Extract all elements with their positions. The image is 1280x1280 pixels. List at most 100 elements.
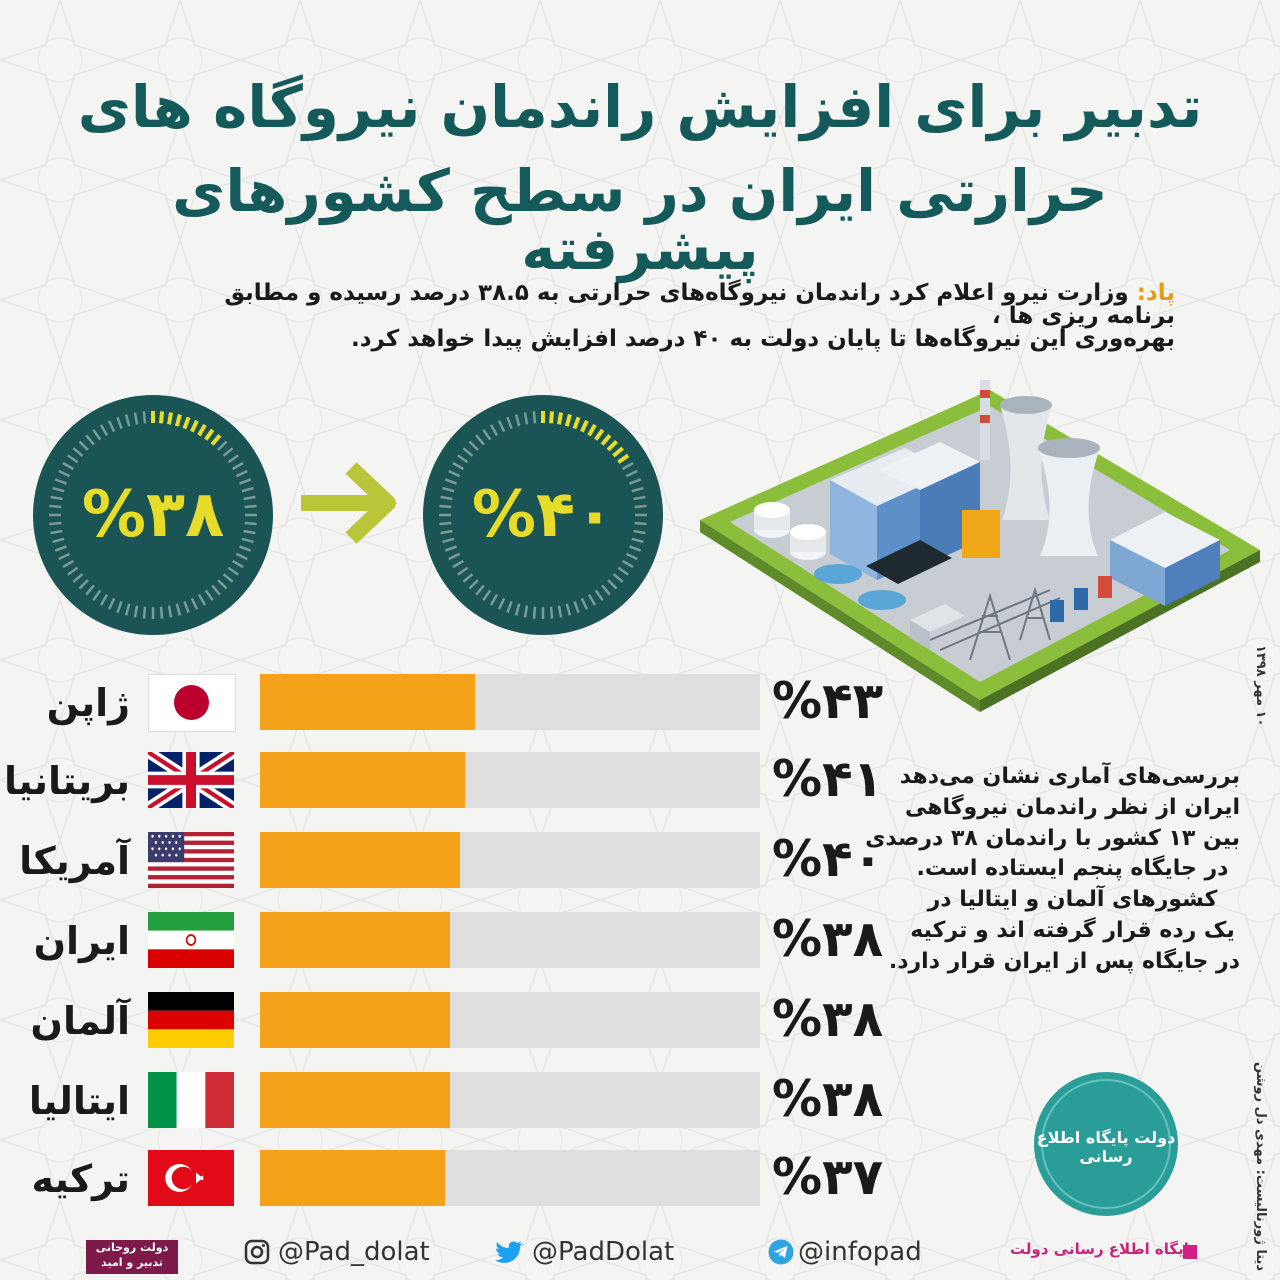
category-label: بریتانیا bbox=[3, 759, 130, 803]
gauge-tick bbox=[631, 537, 644, 544]
japan-flag bbox=[148, 674, 236, 732]
gauge-tick bbox=[67, 566, 79, 576]
gauge-tick bbox=[442, 537, 455, 544]
gauge-tick bbox=[217, 440, 228, 451]
iran-flag bbox=[148, 912, 234, 968]
gauge-tick bbox=[244, 521, 257, 526]
gauge-tick bbox=[594, 428, 605, 441]
gauge-tick bbox=[580, 597, 589, 610]
gauge-tick bbox=[232, 461, 244, 471]
gauge-tick bbox=[565, 603, 572, 616]
gauge-tick bbox=[457, 454, 469, 464]
gauge-tick bbox=[175, 603, 182, 616]
gauge-tick bbox=[448, 552, 461, 561]
gauge-tick bbox=[440, 495, 453, 501]
arrow-right-icon bbox=[301, 462, 396, 544]
gauge-tick bbox=[58, 552, 71, 561]
value-label: %۴۱ bbox=[772, 750, 884, 808]
gauge-tick bbox=[633, 495, 646, 501]
gauge-tick bbox=[49, 504, 62, 509]
gauge-tick bbox=[159, 411, 165, 424]
category-label: ترکیه bbox=[31, 1157, 130, 1201]
gauge-tick bbox=[58, 469, 71, 478]
gauge-tick bbox=[239, 545, 252, 552]
bar-4 bbox=[260, 992, 450, 1048]
gauge-tick bbox=[625, 552, 638, 561]
gauge-tick bbox=[440, 529, 453, 535]
gauge-tick bbox=[475, 434, 485, 446]
gauge-tick bbox=[633, 529, 646, 535]
gauge-tick bbox=[444, 545, 457, 552]
bar-3 bbox=[260, 912, 450, 968]
gauge-tick bbox=[631, 486, 644, 493]
category-label: ژاپن bbox=[46, 681, 130, 725]
side-note-line: کشورهای آلمان و ایتالیا در bbox=[927, 887, 1218, 913]
gauge-tick bbox=[183, 601, 190, 614]
instagram-handle[interactable]: @Pad_dolat bbox=[278, 1237, 430, 1267]
gauge-tick bbox=[439, 521, 452, 526]
gauge-tick bbox=[622, 461, 634, 471]
gauge-disc bbox=[33, 395, 273, 635]
gauge-tick bbox=[241, 537, 254, 544]
germany-flag bbox=[148, 992, 234, 1048]
telegram-handle[interactable]: @infopad bbox=[798, 1237, 922, 1267]
date-text: ۱۰ مهر ۱۳۹۸ bbox=[1253, 645, 1268, 727]
value-label: %۳۸ bbox=[772, 990, 884, 1048]
turkey-flag bbox=[148, 1150, 234, 1206]
gauge-tick bbox=[442, 486, 455, 493]
gauge-tick bbox=[99, 424, 109, 436]
logo-text: دولت پایگاه اطلاع رسانی bbox=[1036, 1128, 1176, 1166]
gauge-tick bbox=[241, 486, 254, 493]
value-label: %۳۷ bbox=[772, 1148, 884, 1206]
power-plant-illustration bbox=[700, 380, 1260, 712]
value-label: %۴۳ bbox=[772, 672, 884, 730]
value-label: %۳۸ bbox=[772, 1070, 884, 1128]
gauge-tick bbox=[549, 606, 554, 619]
gauge-tick bbox=[506, 416, 513, 429]
gauge-tick bbox=[622, 559, 634, 569]
twitter-handle[interactable]: @PadDolat bbox=[532, 1237, 675, 1267]
telegram-icon[interactable] bbox=[768, 1239, 794, 1265]
gauge-tick bbox=[72, 573, 84, 583]
gauge-tick bbox=[142, 411, 147, 424]
lead-text-line2: بهره‌وری این نیروگاه‌ها تا پایان دولت به… bbox=[351, 326, 1175, 352]
gauge-tick bbox=[462, 573, 474, 583]
category-label: آلمان bbox=[30, 999, 130, 1043]
gauge-tick bbox=[182, 416, 191, 430]
lead-paragraph-line1: پاد: وزارت نیرو اعلام کرد راندمان نیروگا… bbox=[165, 282, 1175, 328]
gauge-tick bbox=[457, 566, 469, 576]
gauge-tick bbox=[482, 429, 492, 441]
instagram-icon[interactable] bbox=[244, 1239, 270, 1265]
gauge-tick bbox=[222, 447, 234, 457]
site-name: پایگاه اطلاع رسانی دولت bbox=[1010, 1240, 1196, 1258]
gauge-tick bbox=[532, 411, 537, 424]
gauge-tick bbox=[452, 559, 464, 569]
gauge-tick bbox=[116, 601, 123, 614]
credit-text: دیتا ژورنالیست: مهدی دل روشن bbox=[1253, 1062, 1268, 1272]
gauge-target-value: %۴۰ bbox=[471, 478, 615, 552]
gauge-tick bbox=[133, 605, 139, 618]
gauge-tick bbox=[587, 423, 597, 437]
gauge-tick bbox=[217, 579, 228, 590]
gauge-tick bbox=[67, 454, 79, 464]
gauge-tick bbox=[78, 579, 89, 590]
gauge-tick bbox=[227, 566, 239, 576]
side-note: بررسی‌های آماری نشان می‌دهد ایران از نظر… bbox=[865, 762, 1240, 978]
gauge-tick bbox=[468, 440, 479, 451]
gauge-tick bbox=[232, 559, 244, 569]
gauge-tick bbox=[243, 529, 256, 535]
gauge-tick bbox=[612, 573, 624, 583]
value-label: %۳۸ bbox=[772, 910, 884, 968]
gauge-tick bbox=[572, 416, 581, 430]
gauge-tick bbox=[54, 545, 67, 552]
gauge-tick bbox=[244, 504, 257, 509]
gauge-tick bbox=[235, 469, 248, 478]
gauge-tick bbox=[210, 434, 222, 446]
gauge-current-dial bbox=[33, 395, 273, 635]
gauge-tick bbox=[489, 594, 499, 606]
site-marker bbox=[1183, 1245, 1197, 1259]
twitter-icon[interactable] bbox=[494, 1239, 524, 1265]
side-note-line: در جایگاه پنجم ایستاده است. bbox=[916, 856, 1229, 882]
gauge-tick bbox=[462, 447, 474, 457]
